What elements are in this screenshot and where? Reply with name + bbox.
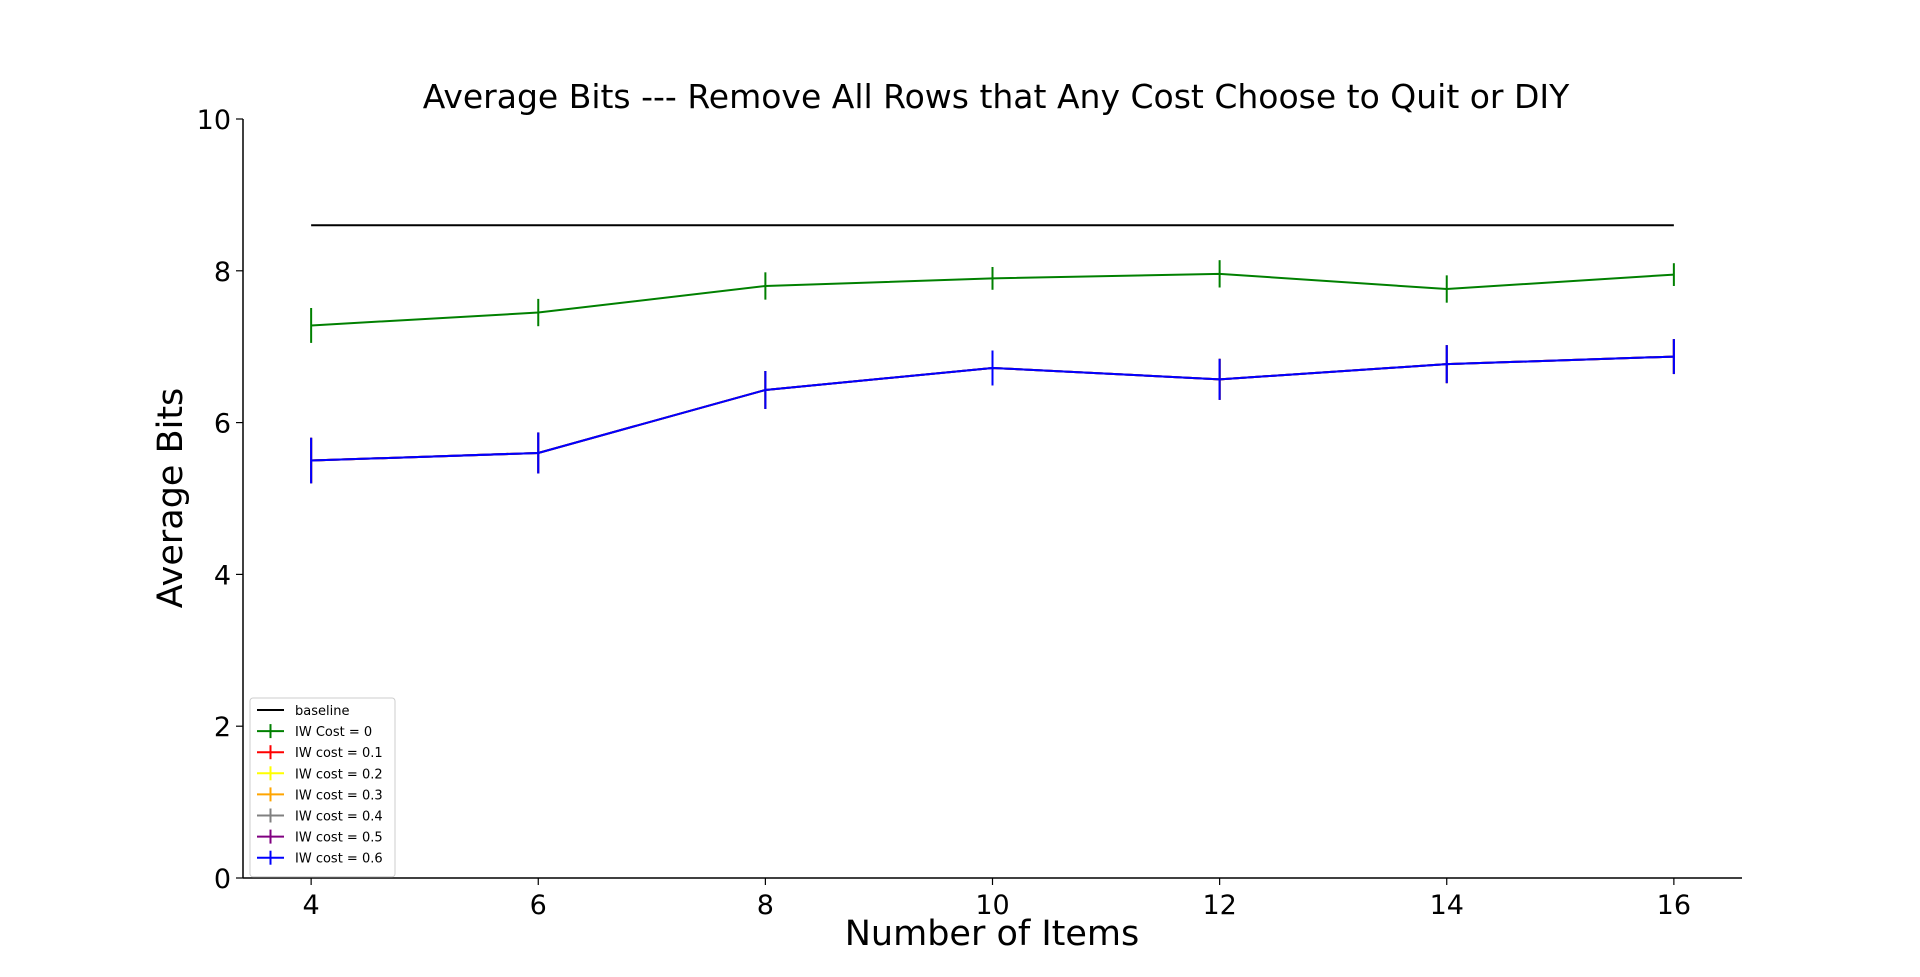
legend-label: IW cost = 0.5: [295, 831, 383, 846]
x-tick-label: 12: [1202, 890, 1236, 921]
legend-label: IW Cost = 0: [295, 725, 372, 740]
legend-label: IW cost = 0.3: [295, 788, 383, 803]
x-tick-label: 6: [530, 890, 547, 921]
x-tick-label: 14: [1430, 890, 1464, 921]
x-tick-label: 4: [303, 890, 320, 921]
axis-ticks: 4 6 8 10 12 14 16 0 2 4 6 8 10: [197, 105, 1691, 921]
y-tick-label: 8: [214, 257, 231, 288]
chart-title: Average Bits --- Remove All Rows that An…: [423, 77, 1570, 116]
y-tick-label: 6: [214, 409, 231, 440]
legend: baseline IW Cost = 0 IW cost = 0.1 IW cost …: [249, 697, 396, 878]
y-tick-label: 0: [214, 864, 231, 895]
x-tick-label: 16: [1657, 890, 1691, 921]
x-tick-label: 10: [975, 890, 1009, 921]
legend-box: [249, 697, 396, 878]
legend-label: baseline: [295, 704, 349, 719]
legend-label: IW cost = 0.4: [295, 810, 383, 825]
x-tick-label: 8: [757, 890, 774, 921]
y-tick-label: 10: [197, 105, 231, 136]
y-axis-title: Average Bits: [151, 388, 191, 609]
legend-label: IW cost = 0.6: [295, 852, 383, 867]
y-tick-label: 2: [214, 712, 231, 743]
y-tick-label: 4: [214, 560, 231, 591]
series-layer: [310, 224, 1675, 484]
legend-label: IW cost = 0.2: [295, 767, 383, 782]
x-axis-title: Number of Items: [845, 914, 1140, 954]
legend-label: IW cost = 0.1: [295, 746, 383, 761]
